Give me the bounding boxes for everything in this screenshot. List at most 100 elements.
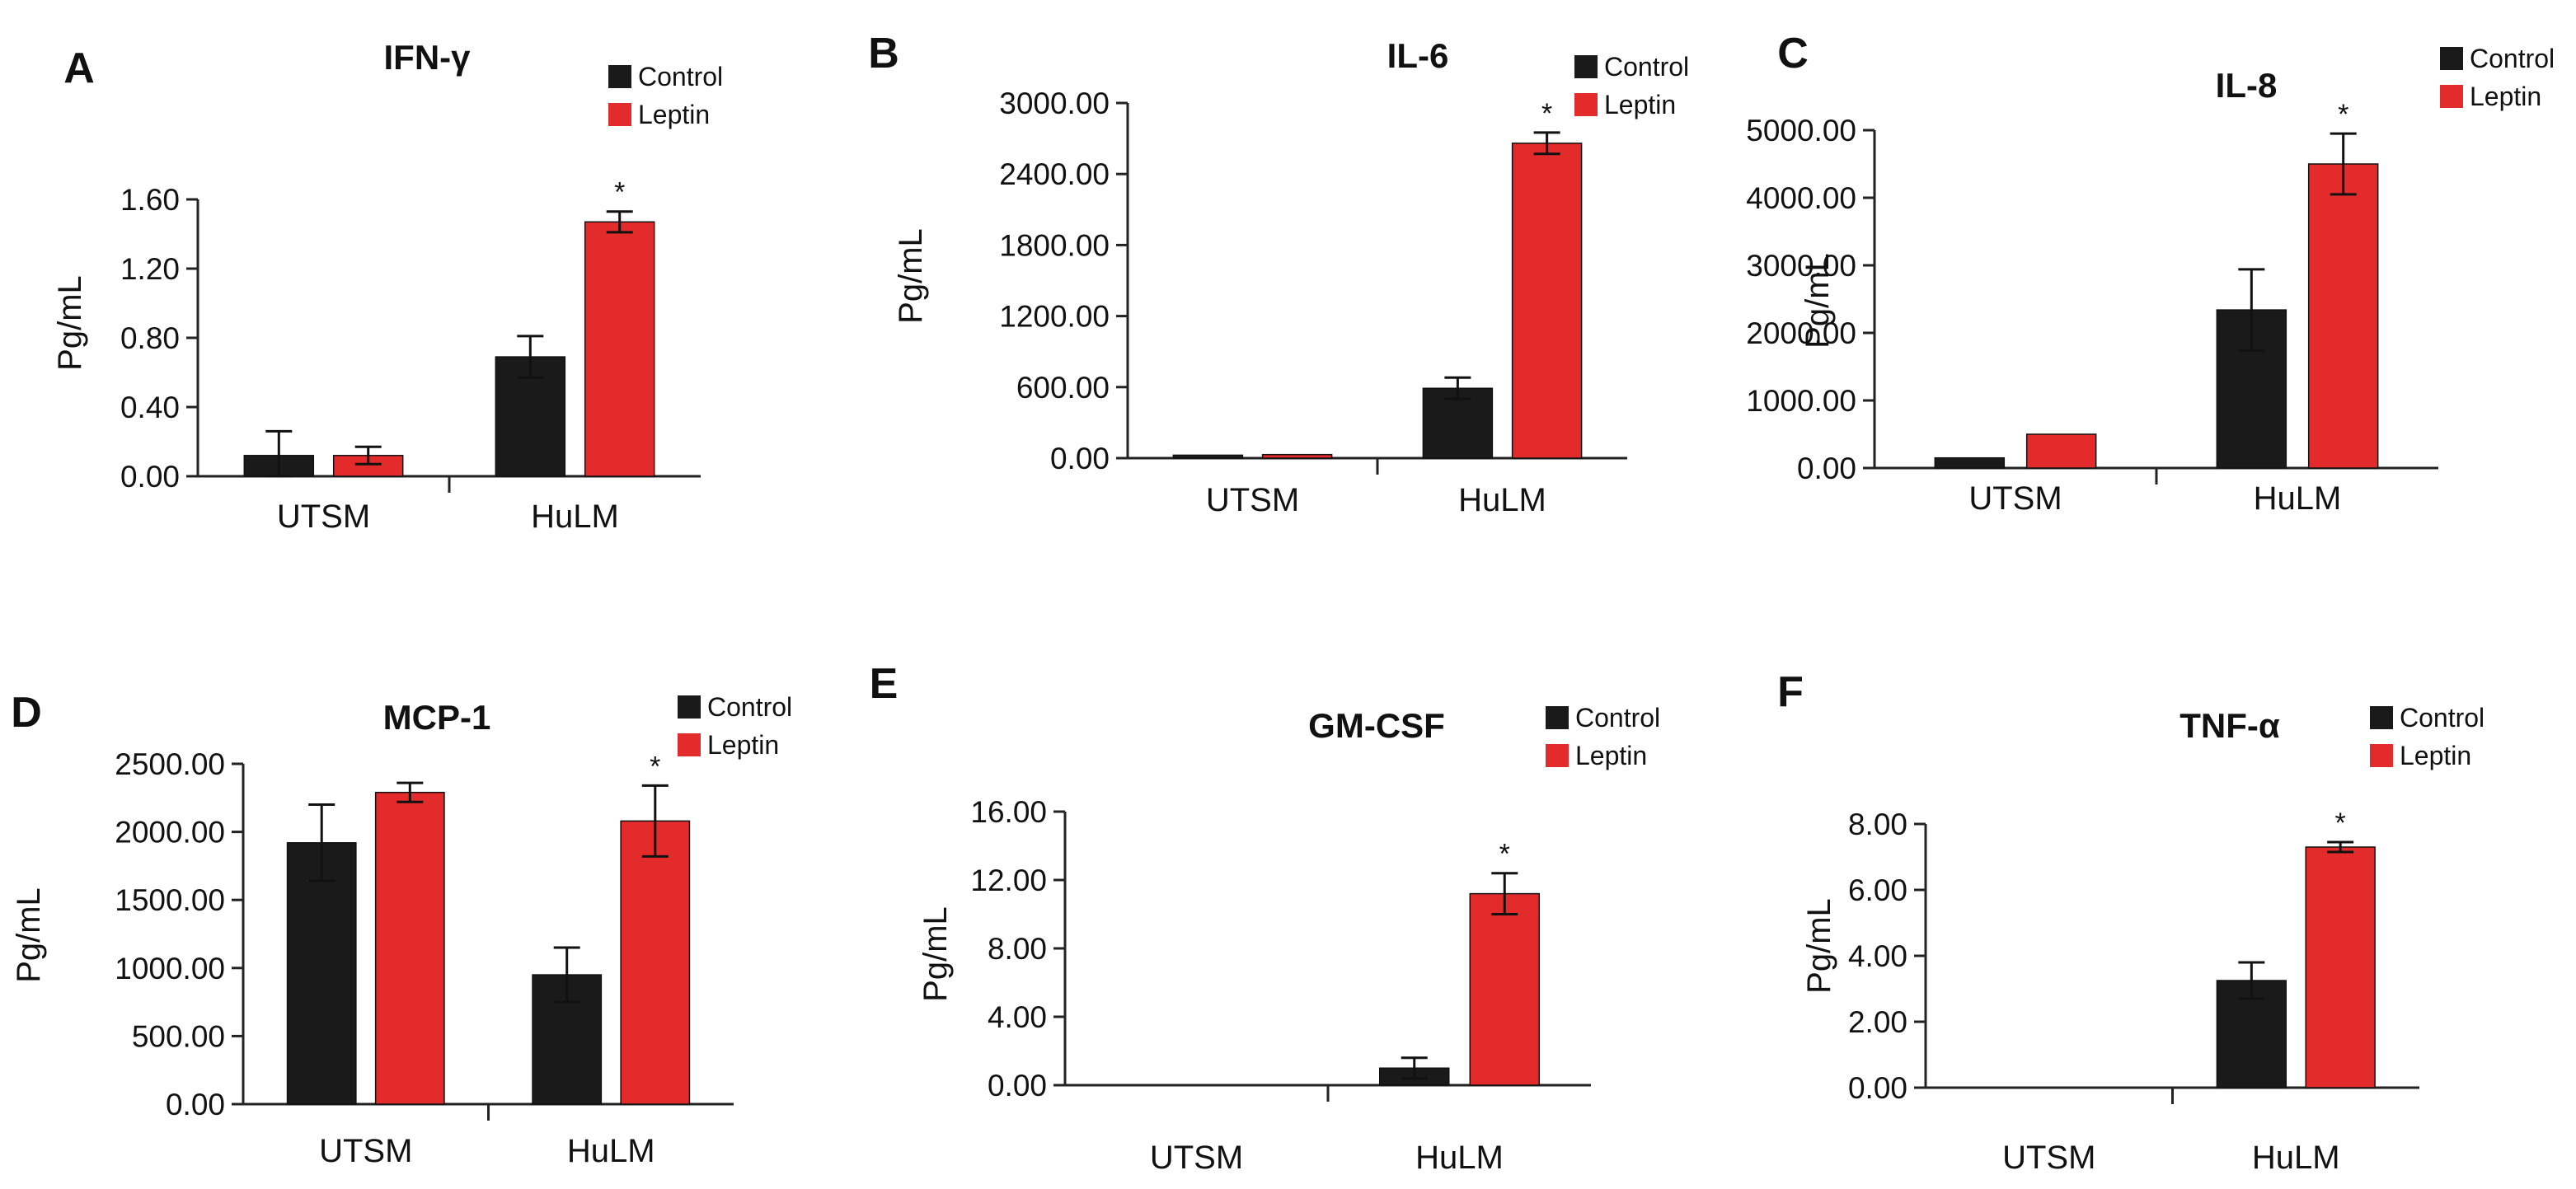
y-tick-label: 3000.00 <box>999 87 1110 120</box>
legend-label-control: Control <box>1604 52 1689 82</box>
chart-title: IL-6 <box>1387 36 1449 75</box>
legend-swatch-leptin <box>2370 744 2393 767</box>
error-bar-leptin-hulm <box>641 784 669 858</box>
y-tick-label: 1500.00 <box>115 883 225 917</box>
y-tick-label: 2400.00 <box>999 157 1110 191</box>
significance-marker: * <box>1541 98 1552 129</box>
bar-control-utsm <box>1172 454 1244 459</box>
x-category-label-hulm: HuLM <box>1458 482 1546 518</box>
y-tick-label: 0.00 <box>120 460 180 494</box>
x-category-label-utsm: UTSM <box>1968 480 2062 517</box>
y-tick-label: 0.00 <box>166 1088 225 1121</box>
legend-label-leptin: Leptin <box>2400 741 2471 770</box>
error-bar-control-utsm <box>308 803 335 882</box>
chart-title: IFN-γ <box>384 38 472 77</box>
y-tick-label: 2500.00 <box>115 747 225 781</box>
legend-swatch-control <box>2440 47 2463 70</box>
error-bar-leptin-utsm <box>354 445 382 466</box>
legend-label-control: Control <box>2400 703 2485 733</box>
x-category-label-utsm: UTSM <box>319 1133 412 1169</box>
y-axis-title: Pg/mL <box>893 228 929 324</box>
y-tick-label: 1200.00 <box>999 300 1110 334</box>
legend-label-control: Control <box>1575 703 1660 733</box>
legend-label-leptin: Leptin <box>1604 90 1676 119</box>
x-category-label-hulm: HuLM <box>2252 1140 2340 1176</box>
significance-marker: * <box>2338 99 2348 130</box>
legend-label-control: Control <box>707 692 792 722</box>
x-category-label-utsm: UTSM <box>1150 1140 1243 1176</box>
error-bar-leptin-hulm <box>606 210 633 234</box>
x-category-label-hulm: HuLM <box>567 1133 655 1169</box>
legend-label-leptin: Leptin <box>2470 82 2541 111</box>
error-bar-control-utsm <box>265 429 293 478</box>
bar-leptin-utsm <box>2025 433 2097 469</box>
y-tick-label: 2000.00 <box>115 816 225 850</box>
legend: Control Leptin <box>1574 52 1689 119</box>
bar-leptin-hulm <box>1469 892 1541 1086</box>
legend: Control Leptin <box>2440 44 2555 111</box>
panel-letter: A <box>63 44 95 92</box>
error-bar-leptin-hulm <box>2330 132 2357 196</box>
legend: Control Leptin <box>2370 703 2485 770</box>
legend: Control Leptin <box>1546 703 1660 770</box>
x-category-label-utsm: UTSM <box>277 499 370 535</box>
y-axis-title: Pg/mL <box>11 887 47 983</box>
y-axis-title: Pg/mL <box>1801 898 1837 994</box>
panel-c: C IL-8 0.00 1000.00 2000.00 3000.00 4000.00 500… <box>1746 30 2555 517</box>
error-bar-leptin-utsm <box>396 781 424 803</box>
panel-letter: D <box>11 689 42 737</box>
bar-leptin-hulm <box>584 221 655 477</box>
chart-title: IL-8 <box>2216 66 2278 105</box>
panel-letter: C <box>1777 30 1809 77</box>
bar-leptin-utsm <box>374 791 445 1105</box>
significance-marker: * <box>2335 807 2346 839</box>
y-tick-label: 8.00 <box>1848 807 1907 841</box>
bar-control-utsm <box>1934 456 2006 469</box>
x-category-label-utsm: UTSM <box>1206 482 1299 518</box>
y-tick-label: 1.60 <box>120 183 180 217</box>
panel-d: D MCP-1 0.00 500.00 1000.00 1500.00 2000.00 250… <box>11 689 792 1169</box>
y-axis-title: Pg/mL <box>917 906 954 1002</box>
y-tick-label: 6.00 <box>1848 873 1907 907</box>
error-bar-control-hulm <box>1444 376 1471 400</box>
legend-swatch-control <box>608 65 631 88</box>
legend-label-leptin: Leptin <box>638 100 710 129</box>
y-tick-label: 4000.00 <box>1746 181 1856 215</box>
legend-label-leptin: Leptin <box>1575 741 1647 770</box>
y-tick-label: 1.20 <box>120 252 180 286</box>
y-tick-label: 4.00 <box>988 1000 1047 1034</box>
y-tick-label: 0.00 <box>1797 452 1856 485</box>
legend: Control Leptin <box>608 62 723 129</box>
y-tick-label: 600.00 <box>1016 371 1110 405</box>
y-tick-label: 0.40 <box>120 391 180 424</box>
legend-swatch-leptin <box>1574 93 1598 116</box>
panel-e: E GM-CSF 0.00 4.00 8.00 12.00 16.00 Pg/mL UTSM Hu… <box>870 660 1661 1176</box>
error-bar-control-hulm <box>517 335 544 379</box>
y-tick-label: 2.00 <box>1848 1005 1907 1039</box>
chart-title: GM-CSF <box>1308 706 1445 745</box>
panel-letter: E <box>870 660 899 708</box>
y-tick-label: 5000.00 <box>1746 114 1856 147</box>
legend-swatch-leptin <box>608 103 631 126</box>
error-bar-control-hulm <box>2238 961 2265 1000</box>
significance-marker: * <box>614 177 625 208</box>
legend: Control Leptin <box>678 692 792 760</box>
y-tick-label: 3000.00 <box>1746 249 1856 283</box>
y-tick-label: 12.00 <box>970 864 1047 897</box>
panel-f: F TNF-α 0.00 2.00 4.00 6.00 8.00 Pg/mL UTSM HuLM *… <box>1777 668 2485 1176</box>
x-category-label-hulm: HuLM <box>531 499 619 535</box>
x-category-label-utsm: UTSM <box>2002 1140 2095 1176</box>
legend-swatch-control <box>2370 706 2393 729</box>
y-tick-label: 0.80 <box>120 321 180 355</box>
legend-label-control: Control <box>638 62 723 91</box>
y-tick-label: 16.00 <box>970 795 1047 829</box>
panel-letter: B <box>868 30 899 77</box>
y-tick-label: 0.00 <box>1848 1071 1907 1105</box>
chart-title: TNF-α <box>2180 706 2280 745</box>
y-tick-label: 0.00 <box>988 1069 1047 1102</box>
error-bar-control-hulm <box>2238 268 2265 352</box>
panel-letter: F <box>1777 668 1804 716</box>
legend-swatch-control <box>1546 706 1569 729</box>
panel-b: B IL-6 0.00 600.00 1200.00 1800.00 2400.00 3000… <box>868 30 1689 518</box>
